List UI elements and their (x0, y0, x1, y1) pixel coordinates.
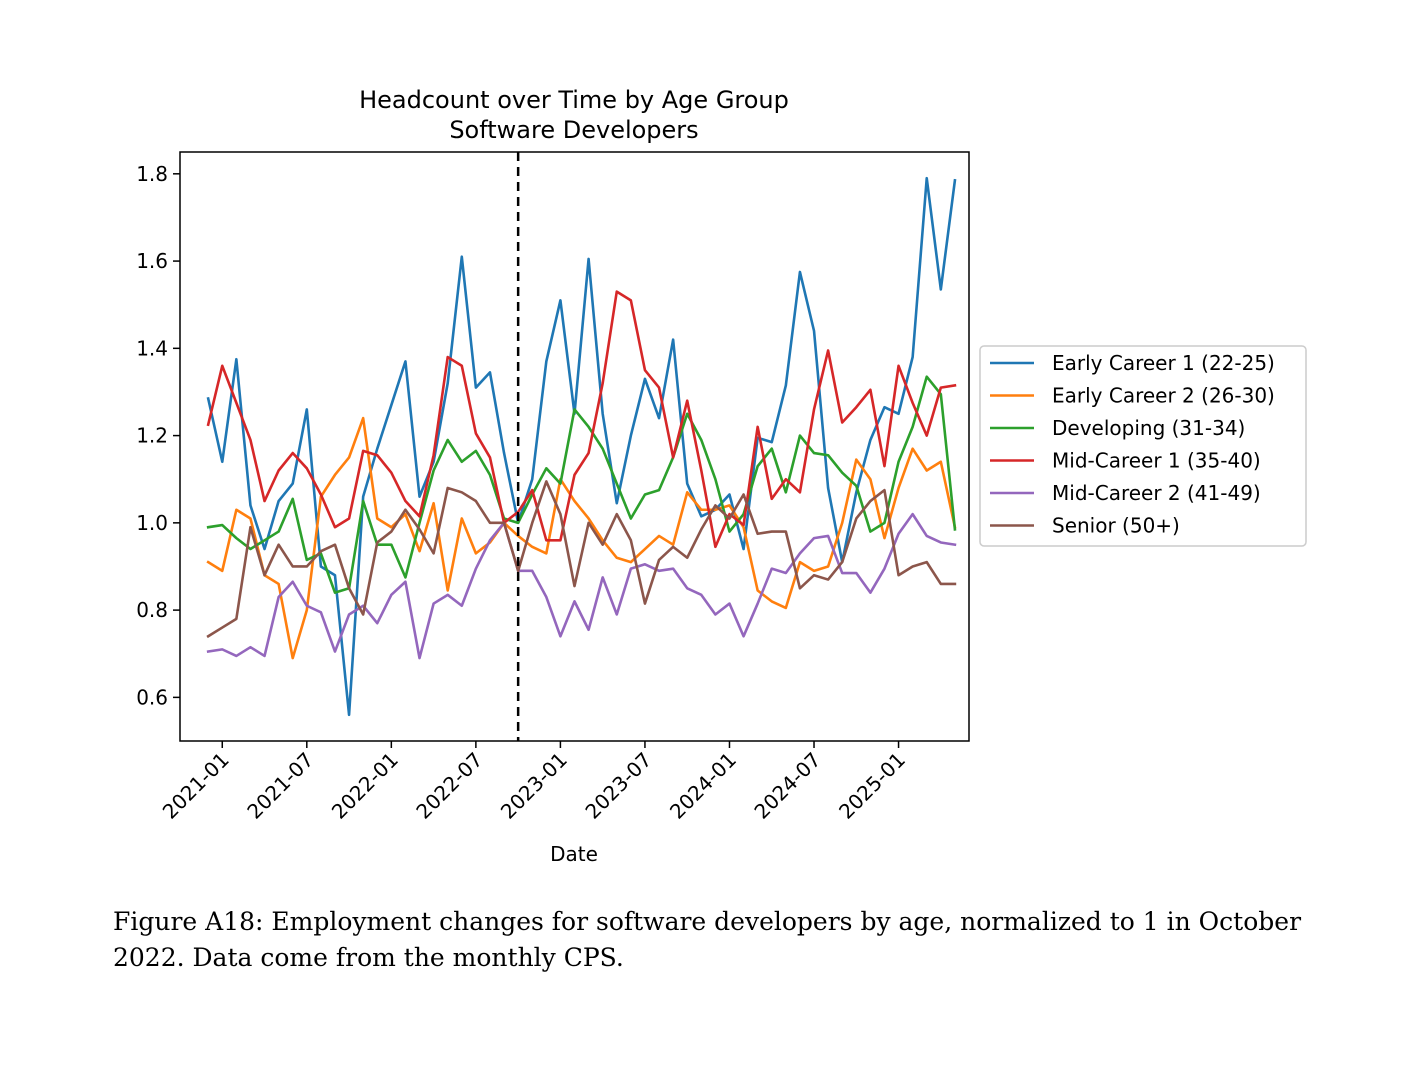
series-line-1 (206, 416, 957, 660)
plot-frame (179, 151, 970, 742)
legend: Early Career 1 (22-25) Early Career 2 (26… (979, 345, 1307, 547)
x-tick-label: 2022-07 (411, 748, 487, 824)
x-tick-label: 2023-01 (496, 748, 572, 824)
series-line-3 (206, 290, 957, 549)
y-tick-label: 1.0 (136, 511, 168, 535)
y-tick-label: 0.6 (136, 685, 168, 709)
series-line-0 (206, 176, 957, 717)
x-tick-label: 2021-01 (158, 748, 234, 824)
y-tick-label: 1.2 (136, 424, 168, 448)
series-line-5 (206, 480, 957, 639)
chart-subtitle: Software Developers (449, 116, 698, 144)
x-tick-label: 2024-01 (665, 748, 741, 824)
legend-label: Early Career 1 (22-25) (1052, 351, 1275, 375)
x-tick-label: 2023-07 (580, 748, 656, 824)
x-tick-label: 2024-07 (749, 748, 825, 824)
legend-items: Early Career 1 (22-25) Early Career 2 (26… (990, 351, 1275, 538)
x-tick-label: 2025-01 (834, 748, 910, 824)
legend-label: Developing (31-34) (1052, 416, 1245, 440)
x-tick-label: 2021-07 (242, 748, 318, 824)
legend-label: Senior (50+) (1052, 514, 1180, 538)
figure: Headcount over Time by Age Group Softwar… (136, 86, 1307, 866)
x-tick-label: 2022-01 (327, 748, 403, 824)
plot-area (179, 151, 970, 742)
y-tick-label: 1.6 (136, 249, 168, 273)
series-line-4 (206, 512, 957, 660)
chart-title: Headcount over Time by Age Group (359, 86, 789, 114)
series-layer (206, 176, 957, 717)
figure-caption: Figure A18: Employment changes for softw… (113, 907, 1302, 972)
y-tick-label: 1.4 (136, 336, 168, 360)
legend-frame (979, 345, 1307, 547)
series-line-2 (206, 375, 957, 594)
x-axis-label: Date (550, 842, 598, 866)
y-axis: 0.6 0.8 1.0 1.2 1.4 1.6 1.8 (136, 162, 180, 709)
legend-label: Mid-Career 2 (41-49) (1052, 481, 1261, 505)
x-axis: 2021-01 2021-07 2022-01 2022-07 2023-01 2023-… (158, 741, 910, 824)
legend-label: Mid-Career 1 (35-40) (1052, 449, 1261, 473)
y-tick-label: 0.8 (136, 598, 168, 622)
y-tick-label: 1.8 (136, 162, 168, 186)
legend-label: Early Career 2 (26-30) (1052, 384, 1275, 408)
